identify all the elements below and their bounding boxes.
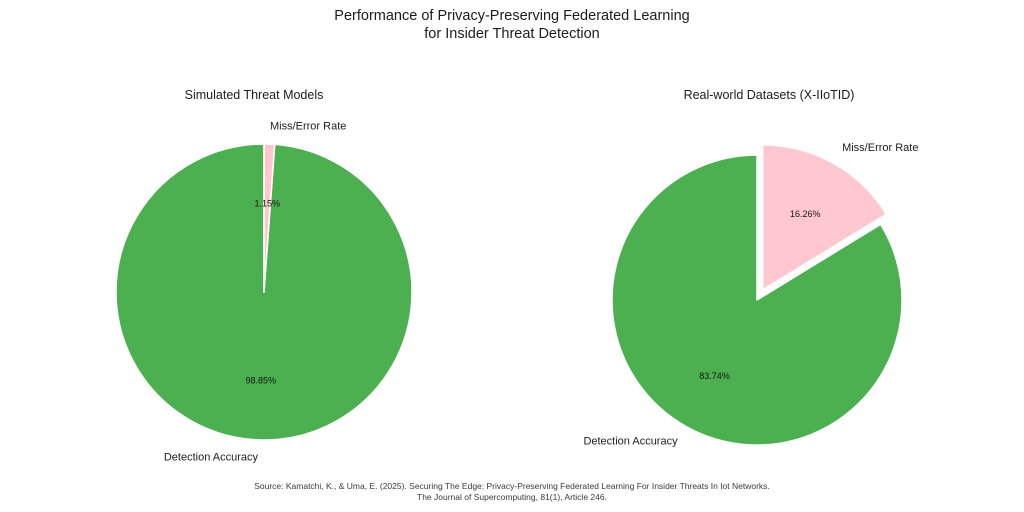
slice-percentage: 83.74% bbox=[699, 371, 730, 381]
chart-title-line2: for Insider Threat Detection bbox=[424, 26, 600, 42]
slice-label: Detection Accuracy bbox=[583, 436, 678, 448]
slice-label: Detection Accuracy bbox=[164, 452, 259, 464]
pie-left bbox=[115, 143, 413, 441]
subplot-title-left: Simulated Threat Models bbox=[184, 88, 324, 102]
pie-slice bbox=[611, 154, 903, 446]
source-line1: Source: Kamatchi, K., & Uma, E. (2025). … bbox=[254, 481, 770, 491]
slice-percentage: 16.26% bbox=[790, 209, 821, 219]
pie-slice bbox=[263, 143, 276, 293]
slice-label: Miss/Error Rate bbox=[842, 142, 918, 154]
slice-percentage: 1.15% bbox=[254, 198, 280, 208]
slice-percentage: 98.85% bbox=[246, 376, 277, 386]
source-citation: Source: Kamatchi, K., & Uma, E. (2025). … bbox=[0, 481, 1024, 503]
pie-right bbox=[611, 144, 903, 446]
pie-slice bbox=[761, 144, 888, 291]
chart-title-line1: Performance of Privacy-Preserving Federa… bbox=[334, 8, 690, 24]
source-line2: The Journal of Supercomputing, 81(1), Ar… bbox=[417, 492, 607, 502]
subplot-title-right: Real-world Datasets (X-IIoTID) bbox=[683, 88, 855, 102]
chart-title: Performance of Privacy-Preserving Federa… bbox=[0, 7, 1024, 43]
slice-label: Miss/Error Rate bbox=[270, 120, 346, 132]
